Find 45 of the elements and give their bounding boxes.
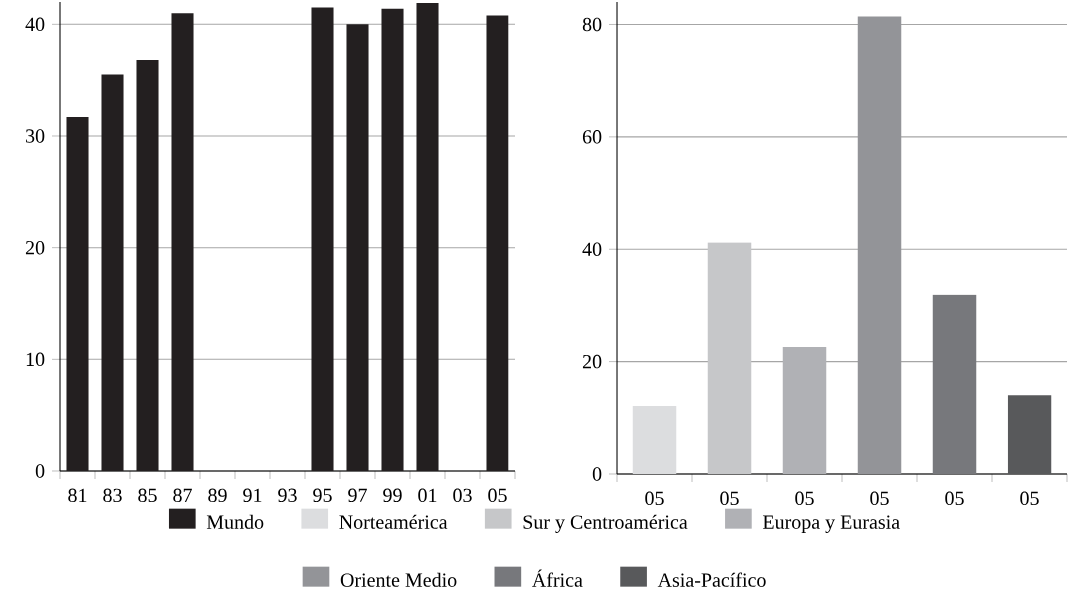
legend-label: Norteamérica bbox=[339, 514, 448, 529]
bar bbox=[101, 74, 124, 471]
x-tick-label: 05 bbox=[488, 488, 507, 503]
x-tick-label: 05 bbox=[720, 491, 739, 506]
y-tick-label: 10 bbox=[26, 352, 45, 367]
y-tick-label: 80 bbox=[582, 17, 602, 32]
legend-label: África bbox=[532, 569, 583, 587]
bar bbox=[136, 60, 159, 471]
x-tick-label: 97 bbox=[348, 488, 367, 503]
bar bbox=[311, 7, 334, 471]
x-tick-label: 05 bbox=[645, 491, 664, 506]
bar bbox=[171, 13, 194, 471]
y-tick-label: 60 bbox=[582, 130, 602, 144]
y-tick-label: 0 bbox=[592, 467, 602, 481]
x-tick-label: 91 bbox=[243, 488, 262, 503]
bar bbox=[416, 3, 439, 471]
x-tick-label: 05 bbox=[945, 491, 964, 506]
x-tick-label: 03 bbox=[453, 488, 472, 503]
legend-label: Sur y Centroamérica bbox=[523, 514, 688, 533]
bar bbox=[346, 24, 369, 471]
x-tick-label: 05 bbox=[870, 491, 889, 506]
x-tick-label: 83 bbox=[103, 488, 122, 503]
legend-label: Oriente Medio bbox=[340, 572, 457, 587]
y-tick-label: 40 bbox=[582, 242, 602, 256]
bar bbox=[381, 8, 404, 471]
x-tick-label: 99 bbox=[383, 488, 402, 503]
x-tick-label: 85 bbox=[138, 488, 157, 503]
x-tick-label: 05 bbox=[795, 491, 814, 506]
y-tick-label: 20 bbox=[25, 240, 45, 255]
bar bbox=[486, 15, 509, 471]
legend-label: Asia-Pacífico bbox=[657, 572, 766, 587]
x-tick-label: 01 bbox=[418, 488, 437, 503]
y-tick-label: 30 bbox=[26, 129, 45, 143]
y-tick-label: 20 bbox=[582, 354, 602, 369]
legend-label: Europa y Eurasia bbox=[762, 515, 900, 533]
y-tick-label: 0 bbox=[35, 464, 45, 478]
x-tick-label: 87 bbox=[173, 488, 192, 503]
x-tick-label: 05 bbox=[1020, 491, 1039, 506]
x-tick-label: 95 bbox=[313, 488, 332, 503]
x-tick-label: 81 bbox=[68, 488, 87, 503]
y-tick-label: 40 bbox=[25, 17, 45, 32]
legend-label: Mundo bbox=[206, 514, 264, 529]
x-tick-label: 93 bbox=[278, 488, 297, 503]
x-tick-label: 89 bbox=[208, 488, 227, 503]
bar bbox=[66, 117, 89, 471]
